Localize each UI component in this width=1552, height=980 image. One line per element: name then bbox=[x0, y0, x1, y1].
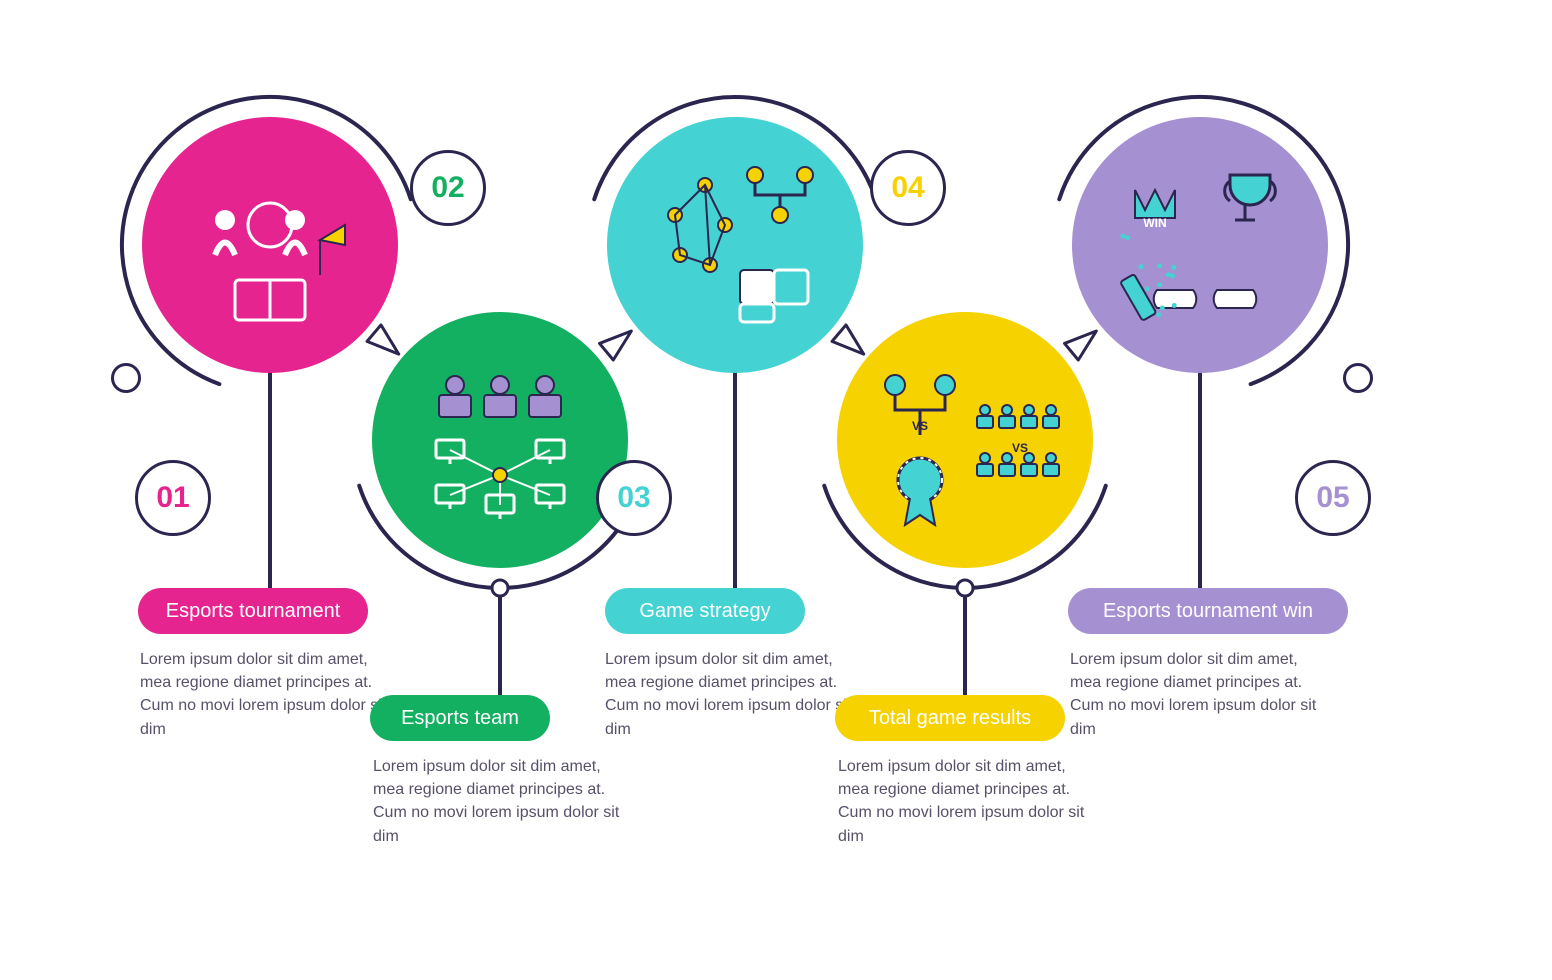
step-04-description: Lorem ipsum dolor sit dim amet, mea regi… bbox=[838, 755, 1088, 848]
step-05-description: Lorem ipsum dolor sit dim amet, mea regi… bbox=[1070, 648, 1320, 741]
step-03-title-pill: Game strategy bbox=[605, 588, 805, 634]
step-03-description: Lorem ipsum dolor sit dim amet, mea regi… bbox=[605, 648, 855, 741]
step-02-title-pill: Esports team bbox=[370, 695, 550, 741]
step-05-title-pill: Esports tournament win bbox=[1068, 588, 1348, 634]
svg-text:WIN: WIN bbox=[1143, 216, 1166, 230]
step-04-title-pill: Total game results bbox=[835, 695, 1065, 741]
step-02-number: 02 bbox=[410, 150, 486, 226]
step-05-number: 05 bbox=[1295, 460, 1371, 536]
step-01-description: Lorem ipsum dolor sit dim amet, mea regi… bbox=[140, 648, 390, 741]
step-04-number: 04 bbox=[870, 150, 946, 226]
step-01-number: 01 bbox=[135, 460, 211, 536]
end-knob-01 bbox=[111, 363, 141, 393]
end-knob-05 bbox=[1343, 363, 1373, 393]
step-02-description: Lorem ipsum dolor sit dim amet, mea regi… bbox=[373, 755, 623, 848]
step-01-title-pill: Esports tournament bbox=[138, 588, 368, 634]
svg-text:VS: VS bbox=[912, 419, 928, 433]
step-03-number: 03 bbox=[596, 460, 672, 536]
svg-text:VS: VS bbox=[1012, 441, 1028, 455]
